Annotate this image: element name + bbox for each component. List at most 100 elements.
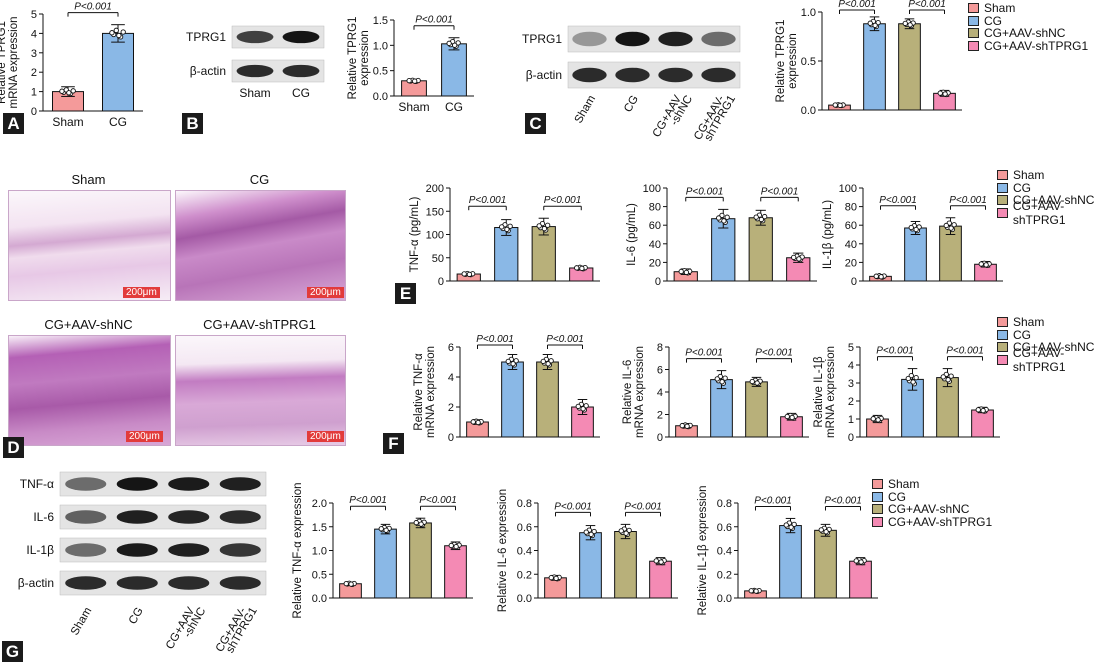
p-value-label: P<0.001 <box>685 348 723 359</box>
legend-label: CG+AAV-shNC <box>984 26 1066 41</box>
p-value-label: P<0.001 <box>949 195 987 206</box>
p-value-label: P<0.001 <box>544 195 582 206</box>
data-point <box>548 574 554 581</box>
blot-band <box>572 67 607 83</box>
legend-label: CG+AAV-shNC <box>1013 193 1095 208</box>
data-point <box>545 361 551 367</box>
data-point <box>461 271 467 277</box>
y-tick-label: 6 <box>657 365 663 377</box>
data-point <box>783 522 789 528</box>
y-axis-label: TNF-α (pg/mL) <box>409 197 421 273</box>
y-tick-label: 200 <box>426 183 444 195</box>
blot-row-label: TPRG1 <box>522 32 562 46</box>
legend-swatch-shnc <box>872 504 883 515</box>
p-value-label: P<0.001 <box>624 501 662 512</box>
scale-bar-label: 200μm <box>123 287 160 298</box>
y-tick-label: 0.0 <box>801 105 816 117</box>
blot-band <box>116 510 158 524</box>
y-tick-label: 1 <box>848 414 854 426</box>
data-point <box>907 22 913 28</box>
data-point <box>948 373 954 379</box>
blot-band <box>219 576 261 590</box>
y-axis-label: IL-1β (pg/mL) <box>822 200 834 269</box>
data-point <box>716 215 722 221</box>
data-point <box>870 416 876 422</box>
legend-label: CG+AAV-shTPRG1 <box>984 38 1089 53</box>
y-tick-label: 0.0 <box>717 593 732 605</box>
data-point <box>453 544 459 550</box>
data-point <box>452 42 458 48</box>
data-point <box>913 375 919 381</box>
data-point <box>867 20 873 26</box>
x-tick-label: Sham <box>52 115 83 129</box>
y-tick-label: 0.4 <box>517 546 532 558</box>
data-point <box>343 580 349 587</box>
y-tick-label: 80 <box>649 202 661 214</box>
data-point <box>455 40 461 46</box>
bar-cg-aav-shtprg1 <box>444 545 467 599</box>
y-tick-label: 40 <box>845 239 857 251</box>
legend-top: Sham CG CG+AAV-shNC CG+AAV-shTPRG1 <box>968 1 1089 53</box>
blot-band <box>701 67 736 83</box>
data-point <box>679 422 685 429</box>
histology-title-cg: CG <box>249 172 270 187</box>
legend-swatch-shtprg1 <box>997 207 1008 218</box>
data-point <box>548 358 554 364</box>
legend-swatch-shtprg1 <box>872 516 883 527</box>
y-axis-label: Relative TNF-α <box>413 353 425 431</box>
legend-label: Sham <box>1013 315 1045 330</box>
data-point <box>109 30 115 36</box>
y-tick-label: 0.6 <box>717 522 732 534</box>
panel-letter-c: C <box>525 113 546 134</box>
data-point <box>951 222 957 228</box>
blot-band <box>282 30 320 44</box>
y-tick-label: 1.5 <box>373 15 388 27</box>
y-tick-label: 6 <box>448 342 454 354</box>
histology-title-sham: Sham <box>71 172 106 187</box>
y-tick-label: 1.0 <box>373 40 388 52</box>
histology-image-shnc <box>8 335 171 446</box>
y-tick-label: 0 <box>657 432 663 444</box>
y-tick-label: 0 <box>438 276 444 288</box>
bar-cg-aav-shnc <box>536 361 559 438</box>
data-point <box>983 262 989 268</box>
histology-image-shtprg1 <box>175 335 346 446</box>
y-tick-label: 100 <box>426 230 444 242</box>
legend-label: Sham <box>888 477 920 492</box>
data-point <box>721 218 727 224</box>
blot-row-label: β-actin <box>190 64 226 78</box>
data-point <box>683 269 690 276</box>
bar-cg <box>102 32 134 112</box>
p-value-label: P<0.001 <box>838 0 876 10</box>
y-axis-label: Relative IL-6 <box>622 360 634 425</box>
y-tick-label: 0.2 <box>717 569 732 581</box>
data-point <box>59 88 65 94</box>
y-tick-label: 8 <box>657 342 663 354</box>
blot-band <box>168 543 210 557</box>
data-point <box>116 32 122 39</box>
y-tick-label: 4 <box>31 28 37 40</box>
blot-lane-label: Sham <box>69 606 94 638</box>
bar-cg-aav-shnc <box>745 381 768 438</box>
data-point <box>383 527 389 533</box>
blot-band <box>658 67 693 83</box>
data-point <box>754 380 760 386</box>
data-point <box>658 559 664 565</box>
blot-band <box>615 31 650 47</box>
blot-band <box>658 31 693 47</box>
data-point <box>70 88 76 94</box>
data-point <box>796 256 802 262</box>
legend-swatch-cg <box>968 15 979 26</box>
blot-band <box>65 576 107 590</box>
p-value-label: P<0.001 <box>686 186 724 197</box>
legend-swatch-cg <box>872 491 883 502</box>
data-point <box>832 102 838 108</box>
blot-band <box>116 543 158 557</box>
data-point <box>684 423 690 429</box>
y-tick-label: 0.5 <box>373 66 388 78</box>
data-point <box>348 581 354 587</box>
data-point <box>878 274 884 280</box>
data-point <box>789 414 795 421</box>
data-point <box>499 224 505 230</box>
